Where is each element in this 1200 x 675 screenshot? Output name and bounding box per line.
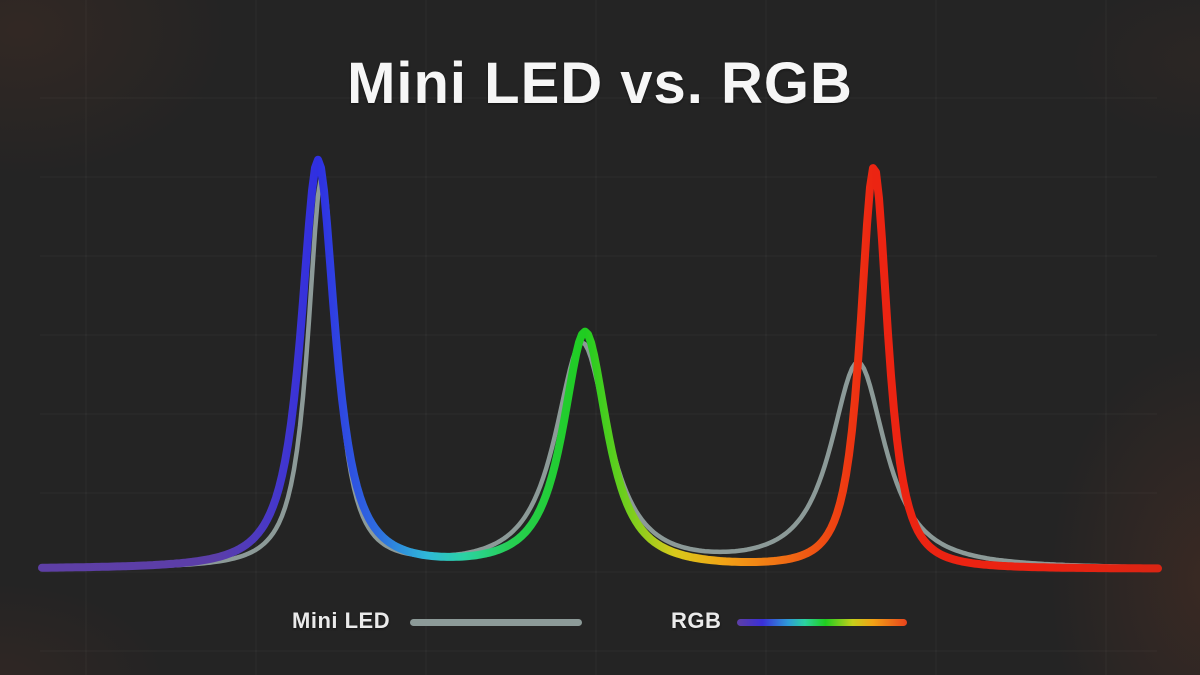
legend-label-mini-led: Mini LED xyxy=(292,608,391,633)
rgb-spectrum-curve xyxy=(38,155,1162,573)
legend-swatch-rgb xyxy=(737,619,907,626)
chart-title: Mini LED vs. RGB xyxy=(347,51,853,116)
legend-label-rgb: RGB xyxy=(671,608,722,633)
legend-swatch-mini-led xyxy=(410,619,582,626)
grid-lines xyxy=(40,0,1157,675)
